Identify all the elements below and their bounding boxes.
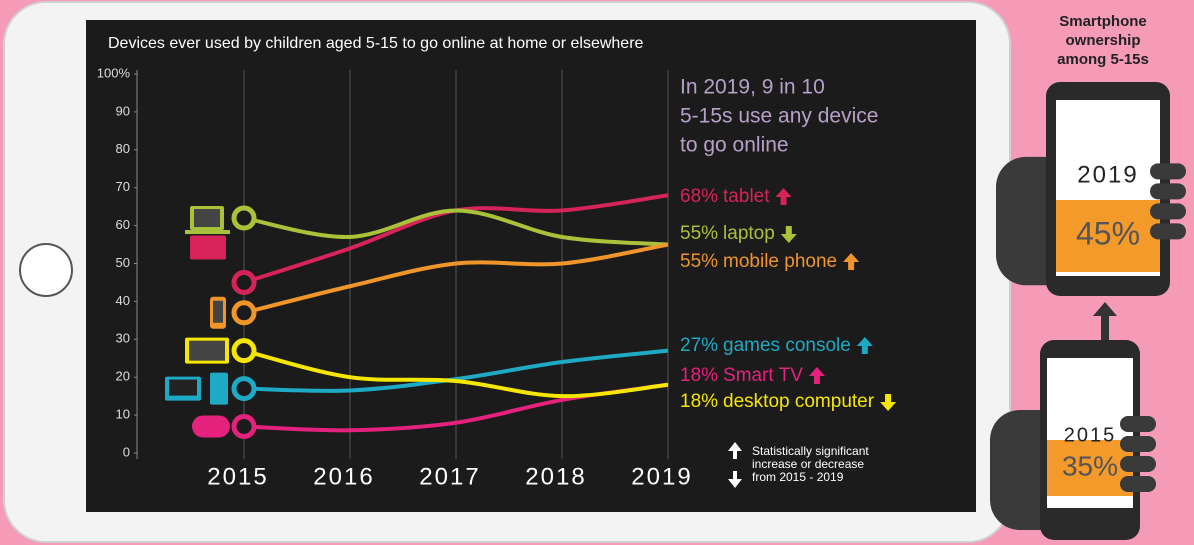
y-tick-label: 40 bbox=[116, 293, 130, 308]
smartphone-panel: Smartphone ownership among 5-15s 2019 45% 201… bbox=[990, 13, 1186, 540]
icon-part bbox=[210, 372, 228, 405]
y-tick-label: 100% bbox=[97, 65, 131, 80]
ownership-bar bbox=[1047, 440, 1133, 496]
ownership-bar bbox=[1056, 200, 1160, 272]
icon-part bbox=[213, 300, 223, 323]
finger bbox=[1120, 456, 1156, 472]
note-arrow bbox=[728, 442, 742, 488]
x-tick-label: 2018 bbox=[525, 463, 586, 490]
year-label: 2015 bbox=[1064, 424, 1117, 446]
arrow bbox=[1093, 302, 1117, 342]
value-label: 68% bbox=[680, 186, 718, 207]
series-label: mobile phone bbox=[723, 251, 837, 272]
y-tick-label: 80 bbox=[116, 141, 130, 156]
trend-arrow bbox=[775, 188, 792, 205]
value-label: 18% bbox=[680, 365, 718, 386]
x-tick-label: 2015 bbox=[207, 463, 268, 490]
y-tick-label: 10 bbox=[116, 407, 130, 422]
y-tick-label: 50 bbox=[116, 255, 130, 270]
x-tick-label: 2016 bbox=[313, 463, 374, 490]
series-label: Smart TV bbox=[723, 365, 803, 386]
value-label: 45% bbox=[1076, 215, 1140, 251]
note: increase or decrease bbox=[752, 457, 864, 471]
device-icon bbox=[165, 372, 228, 405]
panel-title: Smartphone bbox=[1059, 13, 1147, 30]
start-marker bbox=[231, 413, 257, 439]
value-label: 27% bbox=[680, 335, 718, 356]
trend-arrow bbox=[808, 367, 825, 384]
annotation: 5-15s use any device bbox=[680, 105, 878, 128]
finger bbox=[1120, 436, 1156, 452]
finger bbox=[1120, 416, 1156, 432]
series-line bbox=[243, 208, 669, 247]
y-tick-label: 0 bbox=[123, 444, 130, 459]
icon-part bbox=[190, 235, 226, 260]
finger bbox=[1150, 203, 1186, 220]
note: from 2015 - 2019 bbox=[752, 470, 844, 484]
note: Statistically significant bbox=[752, 444, 869, 458]
finger bbox=[1150, 163, 1186, 180]
series-label: laptop bbox=[723, 223, 775, 244]
chart-title: Devices ever used by children aged 5-15 … bbox=[108, 35, 644, 52]
icon-part bbox=[185, 230, 230, 235]
icon-part bbox=[169, 379, 197, 396]
start-marker bbox=[231, 269, 257, 295]
home-button bbox=[19, 243, 73, 297]
start-marker bbox=[231, 300, 257, 326]
series-label: tablet bbox=[723, 186, 770, 207]
device-icon bbox=[190, 235, 226, 260]
y-tick-label: 70 bbox=[116, 179, 130, 194]
icon-part bbox=[192, 415, 230, 438]
start-marker bbox=[231, 338, 257, 364]
y-tick-label: 30 bbox=[116, 331, 130, 346]
y-tick-label: 90 bbox=[116, 103, 130, 118]
series-line bbox=[243, 242, 669, 315]
x-tick-label: 2017 bbox=[419, 463, 480, 490]
device-icon bbox=[210, 296, 226, 329]
trend-arrow bbox=[856, 337, 873, 354]
trend-arrow bbox=[880, 394, 897, 411]
panel-title: ownership bbox=[1065, 32, 1140, 49]
finger bbox=[1150, 223, 1186, 240]
annotation: In 2019, 9 in 10 bbox=[680, 76, 825, 99]
annotation: to go online bbox=[680, 134, 789, 157]
series-label: games console bbox=[723, 335, 851, 356]
value-label: 55% bbox=[680, 223, 718, 244]
device-icon bbox=[185, 337, 229, 364]
icon-part bbox=[194, 209, 220, 228]
trend-arrow bbox=[780, 226, 797, 243]
start-marker bbox=[231, 376, 257, 402]
panel-title: among 5-15s bbox=[1057, 51, 1149, 68]
finger bbox=[1150, 183, 1186, 200]
finger bbox=[1120, 476, 1156, 492]
value-label: 35% bbox=[1062, 450, 1118, 481]
trend-arrow bbox=[843, 253, 860, 270]
x-tick-label: 2019 bbox=[631, 463, 692, 490]
series-line bbox=[243, 348, 669, 399]
series-label: desktop computer bbox=[723, 391, 875, 412]
device-icon bbox=[192, 415, 230, 438]
value-label: 18% bbox=[680, 391, 718, 412]
y-tick-label: 60 bbox=[116, 217, 130, 232]
icon-part bbox=[189, 340, 225, 361]
year-label: 2019 bbox=[1077, 161, 1138, 188]
value-label: 55% bbox=[680, 251, 718, 272]
y-tick-label: 20 bbox=[116, 369, 130, 384]
start-marker bbox=[231, 205, 257, 231]
device-icon bbox=[185, 206, 230, 235]
